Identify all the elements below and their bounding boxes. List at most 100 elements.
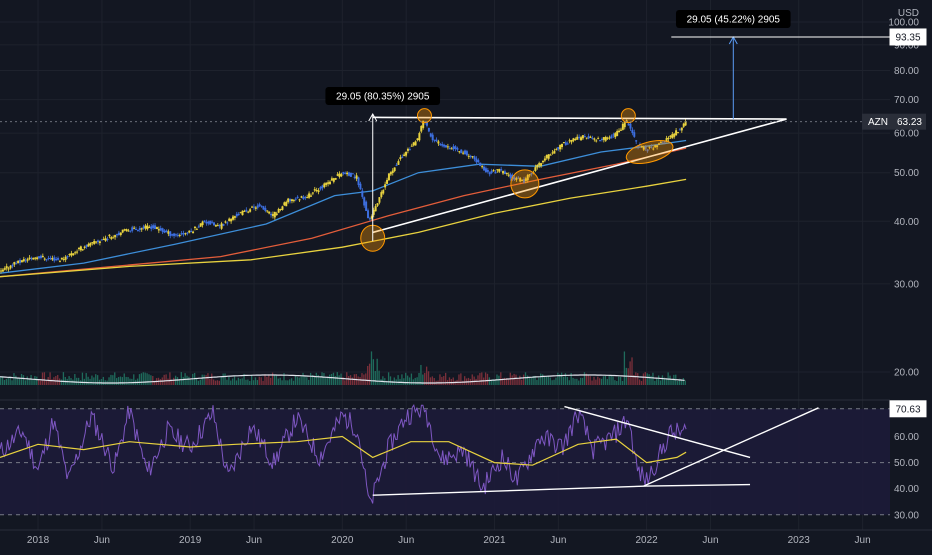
volume-bar [308, 379, 310, 385]
candle-body [38, 256, 41, 259]
rsi-trendline[interactable] [564, 405, 751, 459]
volume-bar [452, 377, 454, 385]
candle-body [233, 216, 236, 218]
candle-body [650, 146, 653, 148]
volume-bar [680, 379, 683, 385]
candle-body [549, 154, 552, 156]
candle-body [654, 145, 657, 148]
volume-bar [114, 372, 116, 385]
volume-bar [222, 373, 224, 385]
candle-body [621, 123, 624, 130]
volume-bar [256, 380, 259, 385]
volume-bar [247, 379, 249, 385]
volume-bar [460, 373, 462, 385]
volume-bar [142, 372, 144, 385]
volume-bar [17, 377, 19, 385]
candle-body [275, 213, 278, 216]
candle-body [184, 233, 187, 235]
candle-body [24, 260, 27, 262]
candle-body [304, 197, 307, 199]
candle-body [51, 258, 54, 260]
volume-bar [657, 375, 660, 385]
candle-body [1, 269, 4, 272]
candle-body [247, 211, 250, 213]
candle-body [249, 209, 252, 212]
y-tick-label: 70.00 [894, 95, 919, 106]
volume-bar [7, 377, 9, 385]
volume-bar [317, 374, 319, 385]
candle-body [140, 228, 143, 230]
candle-body [319, 187, 322, 190]
candle-body [296, 196, 299, 198]
candle-body [119, 232, 122, 236]
volume-bar [503, 377, 506, 385]
volume-bar [349, 375, 352, 385]
candle-body [661, 142, 664, 144]
volume-bar [330, 373, 333, 385]
candle-body [207, 221, 210, 224]
volume-bar [176, 377, 179, 385]
volume-ma-line [0, 374, 685, 384]
volume-bar [0, 376, 2, 385]
candle-body [363, 197, 366, 206]
candle-body [218, 224, 221, 227]
candle-body [338, 173, 341, 178]
volume-bar [332, 372, 335, 385]
candle-body [298, 199, 301, 201]
candle-body [161, 228, 164, 232]
candle-body [108, 234, 111, 237]
candle-body [397, 161, 400, 165]
volume-bar [589, 376, 591, 385]
volume-bar [540, 373, 542, 385]
candle-body [309, 195, 312, 197]
volume-bar [403, 378, 405, 385]
highlight-circle[interactable] [510, 169, 540, 199]
candle-body [635, 140, 638, 142]
volume-bar [484, 372, 487, 385]
volume-bar [201, 374, 203, 385]
candle-body [186, 232, 189, 234]
rsi-trendline[interactable] [646, 483, 751, 487]
candle-body [367, 210, 370, 219]
highlight-circle[interactable] [620, 108, 636, 124]
candle-body [159, 228, 162, 231]
volume-bar [348, 376, 350, 385]
volume-bar [197, 380, 200, 385]
candle-body [7, 268, 10, 270]
rsi-current-label-box [889, 400, 927, 418]
y-tick-label: 80.00 [894, 66, 919, 77]
highlight-circle[interactable] [416, 108, 432, 124]
price-trendline[interactable] [372, 116, 787, 120]
volume-bar [663, 377, 665, 385]
rsi-trendline[interactable] [372, 485, 647, 496]
volume-bar [677, 380, 679, 385]
candle-body [39, 255, 42, 259]
candle-body [19, 259, 22, 263]
volume-bar [85, 373, 87, 385]
candle-body [534, 167, 537, 172]
candle-body [389, 172, 392, 175]
candle-body [114, 235, 117, 238]
candle-body [633, 132, 636, 137]
rsi-trendline[interactable] [643, 407, 819, 487]
candle-body [416, 138, 419, 141]
candle-body [45, 259, 48, 261]
candle-body [452, 146, 455, 150]
candle-body [370, 216, 373, 219]
volume-bar [505, 378, 508, 385]
candle-body [574, 138, 577, 140]
candle-body [435, 139, 438, 142]
price-trendline[interactable] [372, 118, 787, 234]
candle-body [673, 133, 676, 137]
volume-bar [138, 374, 141, 385]
highlight-circle[interactable] [624, 136, 676, 168]
candle-body [72, 253, 75, 256]
volume-bar [574, 378, 576, 385]
candle-body [154, 225, 157, 229]
volume-bar [304, 376, 306, 385]
volume-bar [414, 377, 416, 385]
candle-body [226, 222, 229, 224]
volume-bar [300, 376, 302, 385]
candle-body [9, 265, 12, 269]
